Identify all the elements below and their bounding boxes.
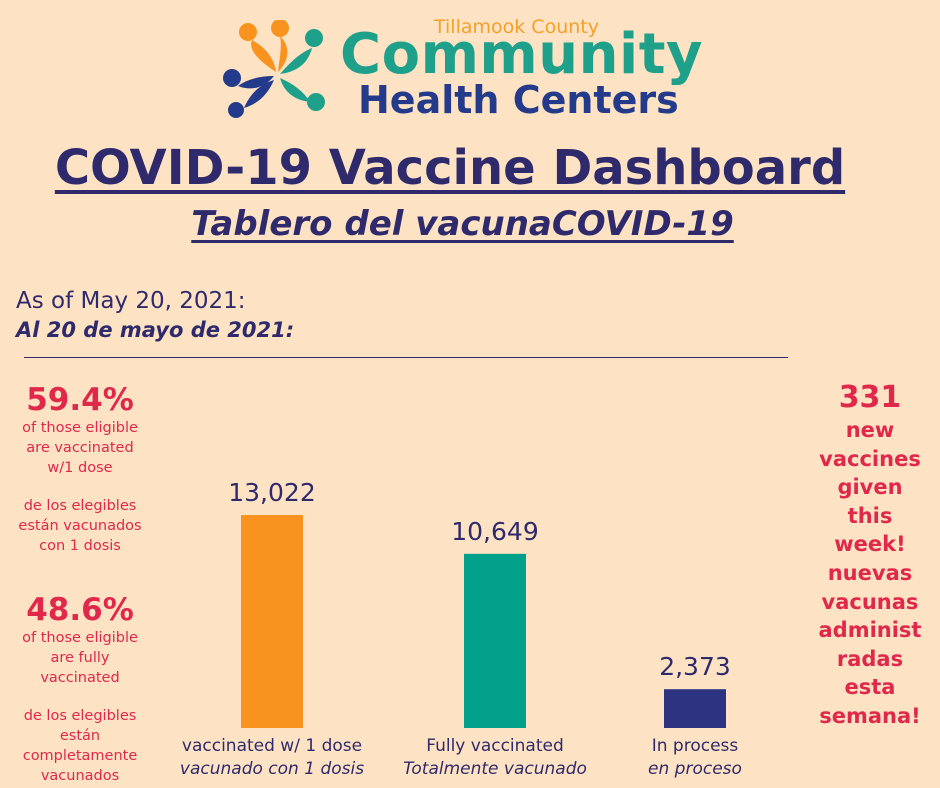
stat-line: of those eligible xyxy=(22,630,138,646)
page-subtitle: Tablero del vacunaCOVID-19 xyxy=(191,204,734,244)
stat-line: con 1 dosis xyxy=(39,538,121,554)
x-tick-label-es: Totalmente vacunado xyxy=(403,759,587,779)
stat-line: are vaccinated xyxy=(26,440,134,456)
bar-0 xyxy=(241,515,303,728)
stat-one-dose: 59.4% of those eligible are vaccinated w… xyxy=(0,382,160,556)
logo-icon xyxy=(223,20,325,118)
stat-line: radas xyxy=(836,646,904,671)
stat-line: esta xyxy=(844,675,896,700)
stat-fully-vaccinated: 48.6% of those eligible are fully vaccin… xyxy=(0,592,160,786)
stat-line: w/1 dose xyxy=(47,460,113,476)
bar-value-label: 13,022 xyxy=(228,478,315,507)
org-name-big: Community xyxy=(340,22,703,87)
stat-text: new vaccines given this week! nuevas vac… xyxy=(800,416,940,731)
stat-line: given xyxy=(837,475,903,500)
stat-text-en: of those eligible are fully vaccinated xyxy=(0,628,160,688)
stat-line: nuevas xyxy=(827,560,913,585)
as-of-date-en: As of May 20, 2021: xyxy=(16,288,246,314)
stat-value: 48.6% xyxy=(26,592,134,628)
bar-value-label: 2,373 xyxy=(659,652,731,681)
stat-text-en: of those eligible are vaccinated w/1 dos… xyxy=(0,418,160,478)
stat-line: semana! xyxy=(819,703,921,728)
stat-line: vacunas xyxy=(821,589,919,614)
x-tick-label: vaccinated w/ 1 dose xyxy=(182,736,362,756)
stat-line: vaccinated xyxy=(40,670,120,686)
stat-text-es: de los elegibles están vacunados con 1 d… xyxy=(0,496,160,556)
stat-line: están xyxy=(59,728,101,744)
x-tick-label: In process xyxy=(652,736,739,756)
stat-text-es: de los elegibles están completamente vac… xyxy=(0,706,160,786)
stat-line: of those eligible xyxy=(22,420,138,436)
stat-line: vacunados xyxy=(40,768,120,784)
stat-line: completamente xyxy=(22,748,138,764)
stat-line: están vacunados xyxy=(18,518,142,534)
stat-line: de los elegibles xyxy=(23,708,137,724)
bar-1 xyxy=(464,553,526,728)
stat-line: week! xyxy=(834,532,906,557)
stat-line: new xyxy=(845,418,895,442)
x-tick-label-es: en proceso xyxy=(648,759,742,779)
stat-line: de los elegibles xyxy=(23,498,137,514)
page-title: COVID-19 Vaccine Dashboard xyxy=(54,140,846,196)
bar-2 xyxy=(664,689,726,728)
stat-new-vaccines: 331 new vaccines given this week! nuevas… xyxy=(800,380,940,731)
org-name-small: Tillamook County xyxy=(434,16,599,38)
x-tick-label-es: vacunado con 1 dosis xyxy=(180,759,364,779)
x-tick-label: Fully vaccinated xyxy=(426,736,564,756)
stat-line: this xyxy=(847,503,893,528)
org-name-sub: Health Centers xyxy=(358,78,679,122)
stat-line: vaccines xyxy=(819,446,921,471)
as-of-date-es: Al 20 de mayo de 2021: xyxy=(16,318,295,342)
stat-value: 59.4% xyxy=(26,382,134,418)
bar-value-label: 10,649 xyxy=(451,517,538,546)
stat-line: administ xyxy=(818,618,922,643)
stat-line: are fully xyxy=(50,650,110,666)
divider xyxy=(24,357,788,358)
stat-value: 331 xyxy=(838,380,902,415)
bar-chart: 13,022 vaccinated w/ 1 dose vacunado con 1… xyxy=(180,478,742,779)
